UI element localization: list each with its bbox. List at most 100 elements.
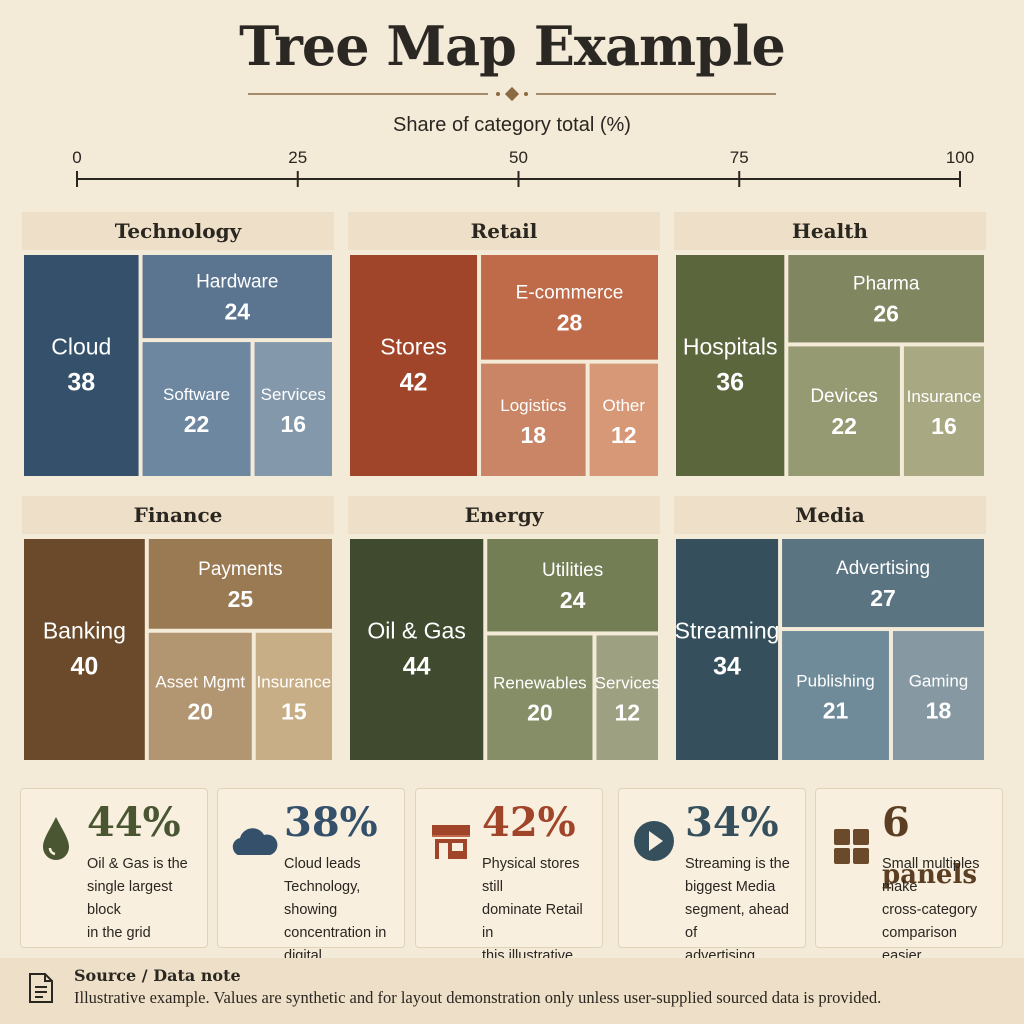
- card-stat: 38%: [284, 799, 378, 846]
- card-description: Oil & Gas is the single largest block in t…: [87, 853, 201, 945]
- panel-title: Finance: [134, 503, 223, 527]
- card-description-line: dominate Retail in: [482, 902, 583, 941]
- tile-streaming: [676, 539, 779, 760]
- card-description-line: cross-category: [882, 902, 978, 918]
- axis-tick-label: 75: [730, 148, 749, 167]
- tile-value: 22: [184, 411, 210, 437]
- card-description-line: Streaming is the: [685, 856, 790, 872]
- card-description-line: Small multiples make: [882, 856, 980, 895]
- tile-value: 34: [713, 653, 741, 681]
- tile-value: 25: [228, 586, 254, 612]
- tile-value: 24: [224, 299, 250, 325]
- tile-services: [596, 635, 658, 760]
- card-stat: 42%: [482, 799, 576, 846]
- tile-label: Hospitals: [683, 334, 778, 360]
- tile-value: 42: [400, 369, 428, 397]
- tile-value: 24: [560, 587, 586, 613]
- tile-value: 20: [187, 698, 213, 724]
- tile-label: Publishing: [796, 672, 874, 691]
- tile-pharma: [788, 255, 984, 343]
- insight-card: 38% Cloud leads Technology, showing concent…: [217, 788, 405, 987]
- store-icon: [432, 825, 470, 859]
- tile-value: 44: [403, 653, 431, 681]
- card-description: Small multiples make cross-category compar…: [882, 853, 996, 968]
- tile-label: Stores: [380, 334, 446, 360]
- source-note: Source / Data note Illustrative example.…: [0, 958, 1024, 1024]
- tile-label: Services: [261, 385, 326, 404]
- tile-label: Oil & Gas: [367, 618, 465, 644]
- insight-card: 44% Oil & Gas is the single largest block i…: [20, 788, 208, 948]
- insight-card: 34% Streaming is the biggest Media segment,…: [618, 788, 806, 964]
- tile-hospitals: [676, 255, 785, 476]
- cloud-icon: [232, 828, 278, 855]
- panel-header: [674, 496, 986, 534]
- tile-label: E-commerce: [516, 282, 624, 303]
- panel-technology: Technology Cloud 38 Hardware 24 Software 22 Ser…: [22, 212, 334, 476]
- tile-devices: [788, 346, 900, 476]
- tile-label: Insurance: [907, 387, 982, 406]
- tile-value: 12: [611, 422, 637, 448]
- panel-finance: Finance Banking 40 Payments 25 Asset Mgmt 20 In…: [22, 496, 334, 760]
- tile-oil-and-gas: [350, 539, 484, 760]
- tile-label: Gaming: [909, 672, 969, 691]
- tile-cloud: [24, 255, 139, 476]
- tile-label: Pharma: [853, 274, 920, 295]
- axis-tick-label: 100: [946, 148, 974, 167]
- tile-value: 12: [614, 700, 640, 726]
- source-text: Illustrative example. Values are synthet…: [74, 988, 882, 1007]
- tile-value: 27: [870, 585, 896, 611]
- panel-header: [674, 212, 986, 250]
- card-description-line: biggest Media: [685, 879, 776, 895]
- tile-value: 28: [557, 309, 583, 335]
- tile-value: 22: [831, 413, 857, 439]
- play-icon: [634, 821, 674, 861]
- tile-insurance: [255, 632, 332, 760]
- tile-value: 15: [281, 698, 307, 724]
- panel-title: Technology: [115, 219, 243, 243]
- card-description-line: Oil & Gas is the: [87, 856, 188, 872]
- card-stat: 44%: [87, 799, 181, 846]
- tile-gaming: [892, 631, 984, 760]
- tile-label: Logistics: [500, 396, 566, 415]
- panel-media: Media Streaming 34 Advertising 27 Publishing 2…: [674, 496, 986, 760]
- tile-label: Renewables: [493, 674, 587, 693]
- tile-value: 16: [280, 411, 306, 437]
- tile-value: 40: [70, 653, 98, 681]
- tile-label: Advertising: [836, 558, 930, 579]
- tile-insurance: [903, 346, 984, 476]
- card-description-line: concentration in: [284, 925, 387, 941]
- tile-label: Services: [595, 674, 660, 693]
- tile-other: [589, 363, 658, 476]
- tile-hardware: [142, 255, 332, 339]
- tile-value: 16: [931, 413, 957, 439]
- tile-services: [254, 342, 332, 476]
- percent-axis: 0 25 50 75 100: [72, 148, 974, 187]
- tile-label: Software: [163, 385, 230, 404]
- tile-value: 18: [521, 422, 547, 448]
- grid-icon: [834, 829, 869, 864]
- axis-tick-label: 0: [72, 148, 81, 167]
- tile-label: Asset Mgmt: [155, 672, 245, 691]
- axis-tick-label: 25: [288, 148, 307, 167]
- insight-card: 6 panels Small multiples make cross-catego…: [815, 788, 1003, 964]
- panel-header: [22, 496, 334, 534]
- treemap-grid: Technology Cloud 38 Hardware 24 Software 22 Ser…: [22, 212, 986, 760]
- tile-label: Banking: [43, 618, 126, 644]
- card-description-line: Physical stores still: [482, 856, 580, 895]
- panel-header: [22, 212, 334, 250]
- tile-label: Utilities: [542, 560, 603, 581]
- card-description-line: in the grid: [87, 925, 151, 941]
- tile-label: Hardware: [196, 272, 278, 293]
- tile-label: Streaming: [675, 618, 780, 644]
- tile-label: Other: [603, 396, 646, 415]
- tile-value: 36: [716, 369, 744, 397]
- page-title: Tree Map Example: [239, 14, 786, 78]
- panel-title: Retail: [471, 219, 538, 243]
- card-description: Streaming is the biggest Media segment, ah…: [685, 853, 799, 968]
- panel-energy: Energy Oil & Gas 44 Utilities 24 Renewables 20…: [348, 496, 660, 760]
- tile-software: [142, 342, 251, 476]
- tile-label: Devices: [810, 386, 878, 407]
- tile-utilities: [487, 539, 658, 632]
- source-title: Source / Data note: [74, 966, 241, 985]
- card-stat: 6 panels: [882, 799, 977, 890]
